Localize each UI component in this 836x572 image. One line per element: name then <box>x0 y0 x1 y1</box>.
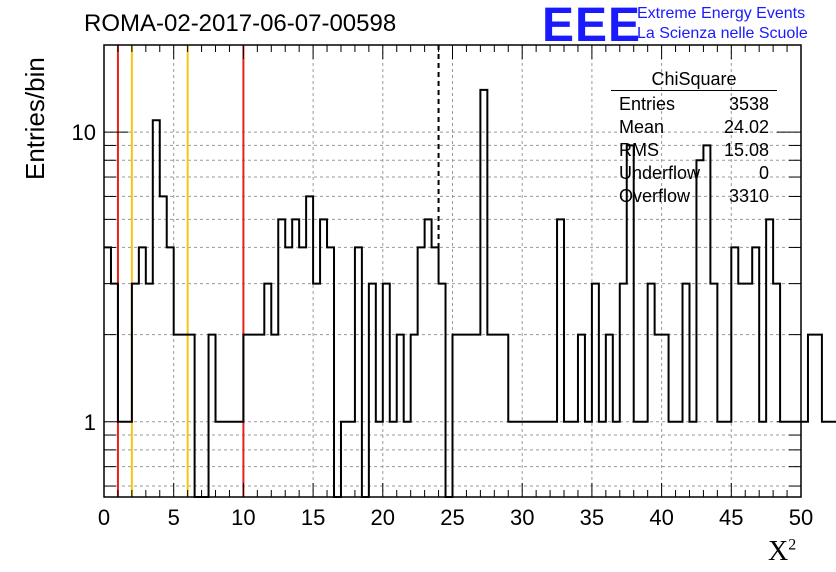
stats-row: Underflow 0 <box>611 162 777 185</box>
x-tick-label: 35 <box>580 505 604 530</box>
x-tick-label: 25 <box>440 505 464 530</box>
x-tick-label: 10 <box>231 505 255 530</box>
stats-value: 0 <box>758 163 769 183</box>
stats-value: 15.08 <box>723 140 769 160</box>
stats-row: Entries 3538 <box>611 93 777 116</box>
axis-ticks <box>103 44 802 497</box>
logo-caption: Extreme Energy Events La Scienza nelle S… <box>637 4 808 44</box>
stats-box: ChiSquare Entries 3538 Mean 24.02 RMS 15.08… <box>611 68 777 208</box>
x-tick-label: 30 <box>510 505 534 530</box>
x-tick-label: 45 <box>719 505 743 530</box>
logo-caption-line1: Extreme Energy Events <box>637 5 806 22</box>
x-tick-label: 0 <box>98 505 110 530</box>
x-axis-label-sup: 2 <box>788 536 797 554</box>
x-tick-label: 15 <box>301 505 325 530</box>
x-tick-label: 40 <box>649 505 673 530</box>
stats-row: Mean 24.02 <box>611 116 777 139</box>
stats-label: Entries <box>619 94 676 114</box>
stats-label: RMS <box>619 140 659 160</box>
stats-label: Underflow <box>619 163 701 183</box>
stats-row: RMS 15.08 <box>611 139 777 162</box>
y-axis-label: Entries/bin <box>20 57 50 180</box>
stats-header: ChiSquare <box>611 68 777 91</box>
stats-row: Overflow 3310 <box>611 185 777 208</box>
y-tick-label: 10 <box>72 120 96 145</box>
histogram-series <box>104 88 836 498</box>
x-axis-label-base: X <box>768 536 789 567</box>
histogram-line <box>104 88 836 498</box>
stats-value: 3310 <box>728 186 769 206</box>
chart-title: ROMA-02-2017-06-07-00598 <box>84 10 397 37</box>
stats-label: Overflow <box>619 186 691 206</box>
stats-value: 3538 <box>728 94 769 114</box>
tick-labels: 0 5 10 15 20 25 30 35 40 45 50 1 10 <box>72 120 814 530</box>
stats-value: 24.02 <box>723 117 769 137</box>
x-axis-label: X2 <box>768 536 796 568</box>
stats-label: Mean <box>619 117 665 137</box>
logo-caption-line2: La Scienza nelle Scuole <box>637 25 808 42</box>
eee-logo: EEE <box>542 0 642 52</box>
y-tick-label: 1 <box>84 410 96 435</box>
x-tick-label: 20 <box>371 505 395 530</box>
x-tick-label: 5 <box>168 505 180 530</box>
x-tick-label: 50 <box>789 505 813 530</box>
